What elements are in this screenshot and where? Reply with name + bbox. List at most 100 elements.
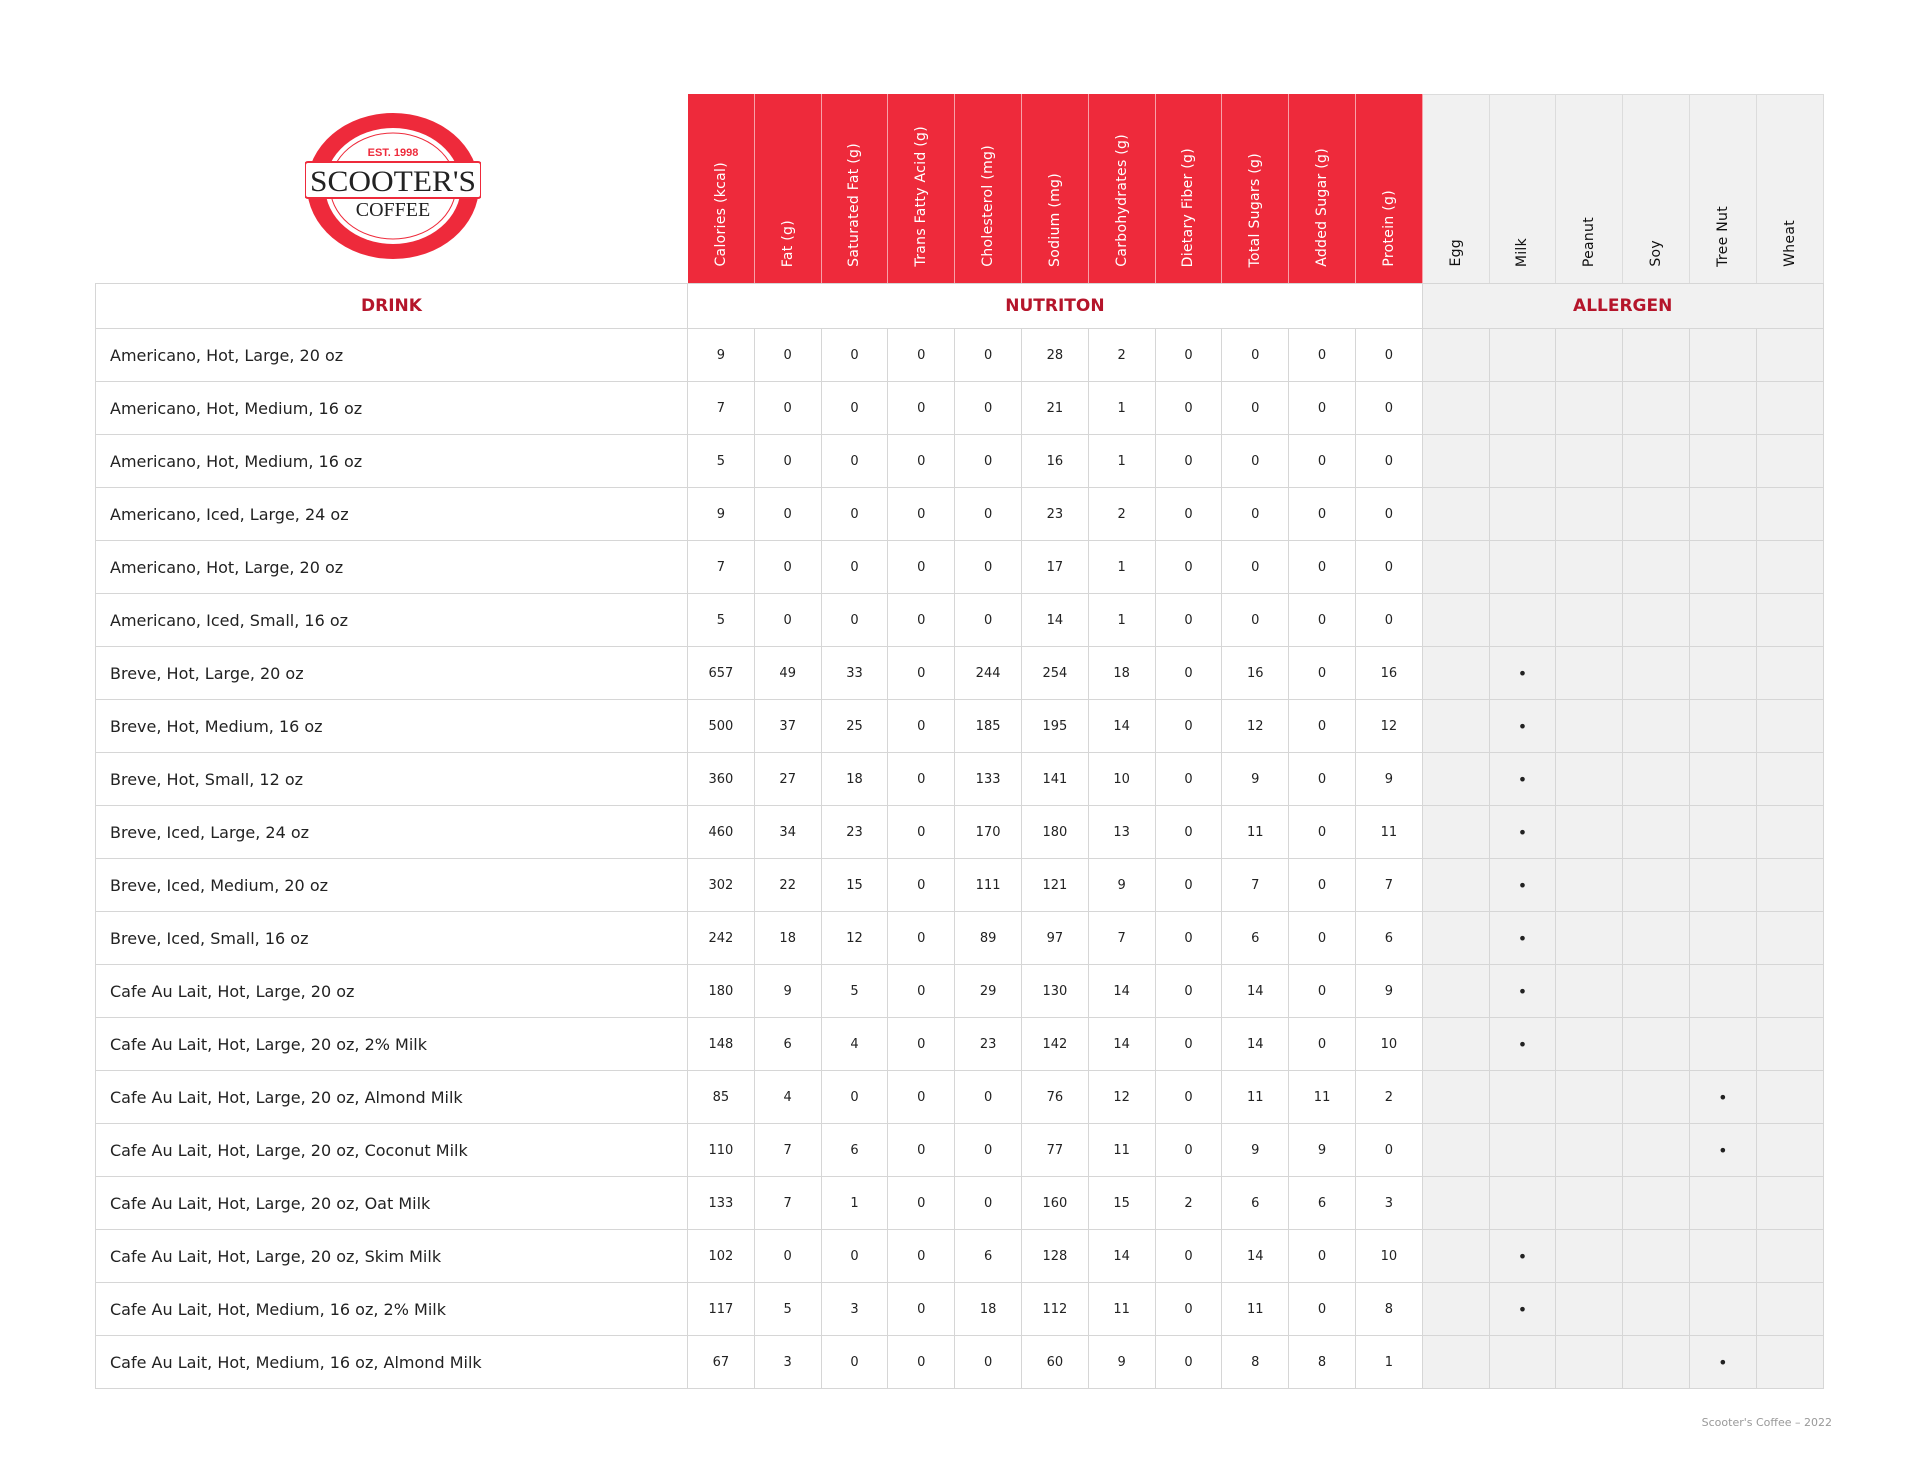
nutrition-value: 21 <box>1022 382 1089 434</box>
table-row: Americano, Iced, Large, 24 oz 9 0 0 0 0 23 2 0 0 0… <box>95 488 1824 541</box>
allergen-dot-icon: • <box>1489 647 1557 699</box>
nutrition-column-header: Calories (kcal) <box>688 94 755 283</box>
nutrition-value: 0 <box>888 1177 956 1229</box>
nutrition-value: 0 <box>888 382 956 434</box>
nutrition-value: 0 <box>1156 594 1223 646</box>
allergen-cell <box>1623 541 1690 593</box>
nutrition-value: 14 <box>1222 965 1290 1017</box>
allergen-cell <box>1689 1283 1757 1335</box>
nutrition-value: 8 <box>1222 1336 1290 1388</box>
nutrition-value: 0 <box>888 1283 956 1335</box>
nutrition-value: 9 <box>755 965 822 1017</box>
section-header-row: DRINK NUTRITON ALLERGEN <box>95 283 1824 329</box>
nutrition-value: 9 <box>1222 753 1290 805</box>
nutrition-value: 7 <box>1356 859 1423 911</box>
table-row: Americano, Hot, Large, 20 oz 7 0 0 0 0 17 1 0 0 0 0 <box>95 541 1824 594</box>
section-nutrition: NUTRITON <box>688 284 1423 328</box>
drink-name: Americano, Hot, Medium, 16 oz <box>95 382 688 434</box>
allergen-column-header: Egg <box>1422 94 1490 283</box>
drink-name: Breve, Hot, Large, 20 oz <box>95 647 688 699</box>
nutrition-value: 6 <box>822 1124 889 1176</box>
nutrition-value: 4 <box>755 1071 822 1123</box>
allergen-cell <box>1689 965 1757 1017</box>
nutrition-value: 0 <box>1289 753 1356 805</box>
allergen-cell <box>1489 488 1557 540</box>
nutrition-value: 0 <box>1156 1283 1223 1335</box>
table-row: Cafe Au Lait, Hot, Large, 20 oz, Almond … <box>95 1071 1824 1124</box>
drink-name: Americano, Iced, Small, 16 oz <box>95 594 688 646</box>
nutrition-value: 6 <box>1289 1177 1356 1229</box>
allergen-cell <box>1623 965 1690 1017</box>
column-header-label: Trans Fatty Acid (g) <box>913 126 930 267</box>
drink-name: Cafe Au Lait, Hot, Large, 20 oz, 2% Milk <box>95 1018 688 1070</box>
allergen-cell <box>1689 1177 1757 1229</box>
nutrition-value: 0 <box>888 700 956 752</box>
nutrition-value: 7 <box>688 541 755 593</box>
nutrition-value: 0 <box>755 1230 822 1282</box>
allergen-cell <box>1623 1018 1690 1070</box>
nutrition-value: 6 <box>755 1018 822 1070</box>
nutrition-value: 160 <box>1022 1177 1089 1229</box>
nutrition-value: 13 <box>1089 806 1156 858</box>
allergen-cell <box>1689 488 1757 540</box>
drink-name: Breve, Iced, Large, 24 oz <box>95 806 688 858</box>
allergen-cell <box>1756 1336 1824 1388</box>
allergen-cell <box>1556 329 1624 381</box>
drink-name: Americano, Iced, Large, 24 oz <box>95 488 688 540</box>
nutrition-value: 60 <box>1022 1336 1089 1388</box>
nutrition-value: 0 <box>888 329 956 381</box>
nutrition-value: 33 <box>822 647 889 699</box>
nutrition-value: 0 <box>955 1124 1022 1176</box>
nutrition-value: 8 <box>1356 1283 1423 1335</box>
nutrition-value: 12 <box>1089 1071 1156 1123</box>
allergen-cell <box>1623 647 1690 699</box>
nutrition-value: 2 <box>1356 1071 1423 1123</box>
nutrition-value: 0 <box>955 594 1022 646</box>
nutrition-column-header: Trans Fatty Acid (g) <box>888 94 956 283</box>
nutrition-value: 9 <box>688 488 755 540</box>
nutrition-value: 9 <box>1289 1124 1356 1176</box>
allergen-cell <box>1689 700 1757 752</box>
nutrition-value: 0 <box>888 912 956 964</box>
nutrition-value: 9 <box>1356 753 1423 805</box>
nutrition-value: 6 <box>1222 912 1290 964</box>
nutrition-value: 10 <box>1356 1230 1423 1282</box>
nutrition-value: 0 <box>822 1336 889 1388</box>
nutrition-value: 9 <box>1089 859 1156 911</box>
nutrition-value: 0 <box>955 329 1022 381</box>
allergen-dot-icon: • <box>1489 1018 1557 1070</box>
allergen-cell <box>1689 912 1757 964</box>
nutrition-value: 0 <box>1289 594 1356 646</box>
nutrition-value: 0 <box>888 435 956 487</box>
allergen-cell <box>1689 594 1757 646</box>
nutrition-value: 76 <box>1022 1071 1089 1123</box>
allergen-cell <box>1556 859 1624 911</box>
column-header-label: Egg <box>1447 239 1464 267</box>
allergen-cell <box>1623 912 1690 964</box>
allergen-cell <box>1422 382 1490 434</box>
allergen-cell <box>1623 1283 1690 1335</box>
allergen-cell <box>1689 859 1757 911</box>
nutrition-value: 1 <box>1089 594 1156 646</box>
nutrition-column-header: Saturated Fat (g) <box>821 94 889 283</box>
allergen-cell <box>1756 1071 1824 1123</box>
allergen-cell <box>1422 488 1490 540</box>
table-row: Breve, Hot, Large, 20 oz 657 49 33 0 244 254 18… <box>95 647 1824 700</box>
nutrition-value: 85 <box>688 1071 755 1123</box>
nutrition-column-header: Total Sugars (g) <box>1222 94 1290 283</box>
nutrition-column-header: Carbohydrates (g) <box>1088 94 1156 283</box>
column-header-label: Wheat <box>1781 220 1798 267</box>
nutrition-value: 0 <box>1156 1071 1223 1123</box>
allergen-cell <box>1756 594 1824 646</box>
drink-name: Cafe Au Lait, Hot, Large, 20 oz, Almond … <box>95 1071 688 1123</box>
nutrition-value: 0 <box>1356 541 1423 593</box>
nutrition-value: 23 <box>1022 488 1089 540</box>
allergen-cell <box>1756 912 1824 964</box>
allergen-cell <box>1422 1283 1490 1335</box>
allergen-cell <box>1422 1336 1490 1388</box>
table-row: Breve, Iced, Large, 24 oz 460 34 23 0 170 180 1… <box>95 806 1824 859</box>
nutrition-value: 0 <box>822 594 889 646</box>
nutrition-value: 2 <box>1089 488 1156 540</box>
nutrition-value: 242 <box>688 912 755 964</box>
allergen-cell <box>1623 594 1690 646</box>
